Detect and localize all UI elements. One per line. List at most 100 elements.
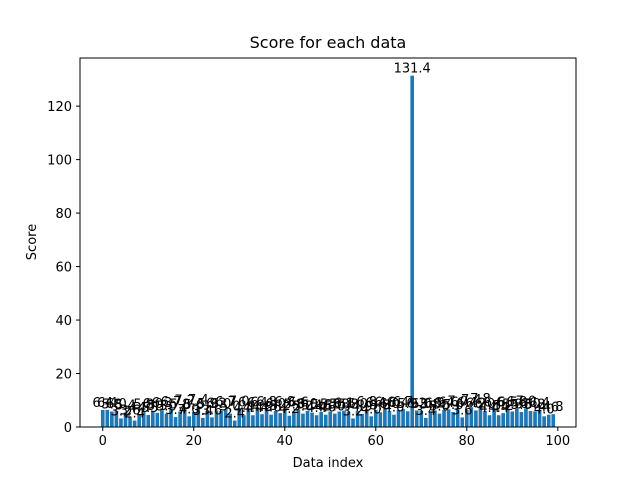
bar-value-label: 5.4 [302,399,323,414]
bar-value-label: 6.4 [388,396,409,411]
bar [333,413,337,427]
bar [164,413,169,427]
y-tick-label: 20 [55,368,72,383]
bar-value-label: 4.0 [361,402,382,417]
bar [524,408,528,427]
bar-value-label: 4.4 [488,401,509,416]
bar-value-label: 4.4 [306,401,327,416]
bar [337,411,342,427]
bar [360,413,364,427]
bar [410,75,415,427]
bar-value-label: 6.7 [215,395,236,410]
bar-value-label: 7.4 [188,393,209,408]
bar [301,413,305,427]
bar-value-label: 5.8 [133,397,154,412]
bar-value-label: 6.8 [507,395,528,410]
bar [487,415,492,427]
bar-value-label: 6.0 [379,397,400,412]
bar [551,414,556,427]
bar-value-label: 5.8 [284,397,305,412]
bar-value-label: 4.5 [138,401,159,416]
y-tick-label: 80 [55,207,72,222]
bar [369,416,374,427]
bar-value-label: 6.0 [520,397,541,412]
bar [428,411,433,427]
bar [351,418,355,427]
bar-value-label: 6.6 [238,395,259,410]
bar [451,412,455,427]
bar-value-label: 4.4 [243,401,264,416]
bar [446,409,451,427]
bar-value-label: 6.8 [356,395,377,410]
bar [214,410,219,427]
bar-value-label: 6.6 [375,395,396,410]
bar-value-label: 6.4 [247,396,268,411]
bar [310,412,314,427]
bar [228,413,232,427]
bar-value-label: 5.8 [320,397,341,412]
bar-value-label: 5.3 [147,399,168,414]
bar [355,410,360,427]
bar-value-label: 6.0 [347,397,368,412]
bar-value-label: 6.0 [411,397,432,412]
bar-value-label: 6.0 [475,397,496,412]
bar [396,409,401,427]
bar [405,411,410,427]
bar-value-label: 4.6 [538,401,559,416]
bar [392,414,396,427]
bar [278,413,283,427]
bar-value-label: 6.4 [529,396,550,411]
bar-value-label: 6.1 [334,397,355,412]
bar-value-label: 6.4 [92,396,113,411]
x-tick-label: 60 [368,434,385,449]
bar-value-label: 7.8 [470,392,491,407]
bar [510,411,515,427]
bar-value-label: 5.6 [511,398,532,413]
bar-value-label: 6.2 [206,396,227,411]
bar [342,410,346,427]
bar-value-label: 3.6 [202,403,223,418]
bar [178,411,182,427]
y-tick-label: 40 [55,314,72,329]
bar-value-label: 3.6 [452,403,473,418]
bar-value-label: 6.8 [274,395,295,410]
y-tick-label: 0 [64,421,72,436]
bar [505,409,510,427]
bar-value-label: 5.0 [220,400,241,415]
bar-value-label: 7.0 [516,394,537,409]
bar [419,410,424,427]
x-axis: 0 20 40 60 80 100 [99,427,570,449]
bar-value-label: 5.8 [329,397,350,412]
x-tick-label: 40 [276,434,293,449]
bar-value-label: 4.4 [233,401,254,416]
bar-value-label: 5.6 [443,398,464,413]
bar [455,408,460,427]
bar [383,409,387,427]
bar-value-label: 5.0 [156,400,177,415]
bar [401,409,405,427]
bar-labels-group: 6.46.45.86.03.25.43.62.44.55.84.56.05.36… [92,62,563,422]
bar [442,409,446,427]
bar-value-label: 3.6 [120,403,141,418]
bar [378,412,383,427]
bar-value-label: 4.0 [179,402,200,417]
bar [100,409,105,427]
bar [260,414,264,427]
bar [437,413,442,427]
bar-value-label: 5.8 [525,397,546,412]
bar-value-label: 5.9 [397,397,418,412]
bar-value-label: 5.4 [115,399,136,414]
bar [496,415,501,427]
bar [123,412,128,427]
bar [150,410,155,427]
bar-value-label: 6.0 [211,397,232,412]
bar [241,415,246,427]
bar [464,409,469,427]
bar-value-label: 6.2 [425,396,446,411]
bar [292,411,296,427]
bar [282,408,287,427]
bar [114,410,119,427]
bar-value-label: 3.4 [415,404,436,419]
